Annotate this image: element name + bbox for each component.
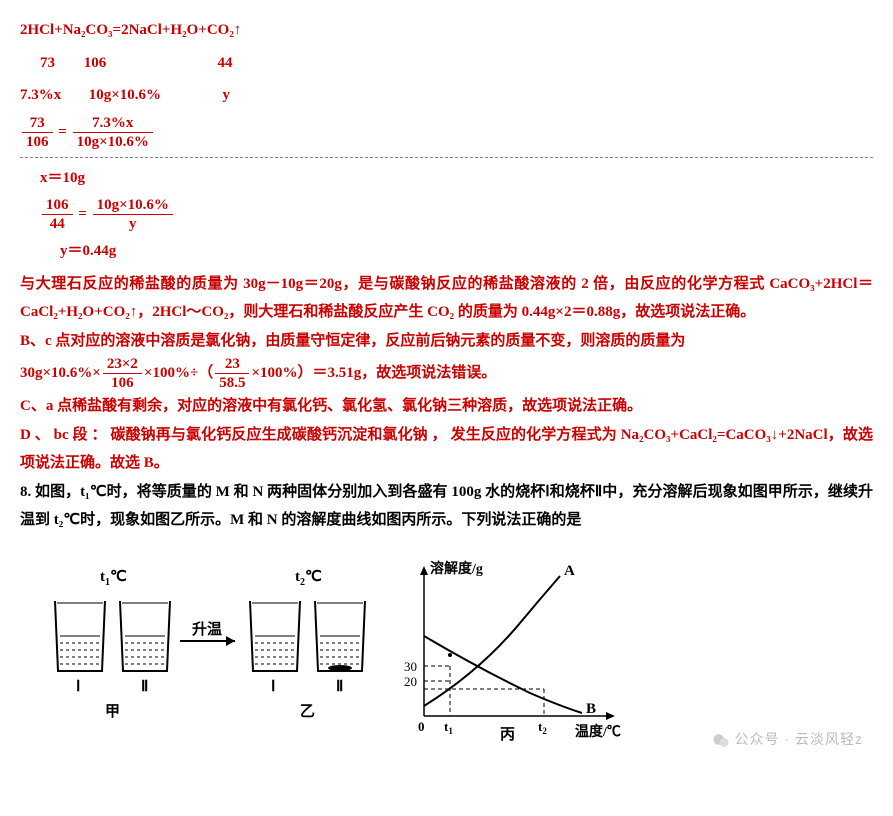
watermark: 公众号 · 云淡风轻z xyxy=(712,726,863,753)
ylabel: 溶解度/g xyxy=(430,560,483,577)
q8-text: 如图，t₁℃时，将等质量的 M 和 N 两种固体分别加入到各盛有 100g 水的… xyxy=(20,484,873,529)
chart-bing: 溶解度/g 温度/℃ 30 20 0 t1 t2 A B 丙 xyxy=(404,560,621,743)
chem-equation: 2HCl+Na₂CO₃=2NaCl+H₂O+CO₂↑ 73 106 44 7.3… xyxy=(20,16,873,151)
temp2-label: t2℃ xyxy=(295,569,322,588)
arrow-heat: 升温 xyxy=(180,621,235,646)
para-b-expr: 30g×10.6%×23×2106×100%÷（2358.5×100%）＝3.5… xyxy=(20,355,873,392)
beaker-yi-2: Ⅱ xyxy=(315,601,365,695)
solve-y: y＝0.44g xyxy=(20,237,873,266)
para-c: C、a 点稀盐酸有剩余，对应的溶液中有氯化钙、氯化氢、氯化钠三种溶质，故选项说法… xyxy=(20,392,873,421)
label-I-2: Ⅰ xyxy=(271,679,275,695)
molar-row: 73 106 44 xyxy=(20,49,873,78)
para-a: 与大理石反应的稀盐酸的质量为 30g－10g＝20g，是与碳酸钠反应的稀盐酸溶液… xyxy=(20,270,873,327)
ytick-30: 30 xyxy=(404,659,417,674)
question-8: 8. 如图，t₁℃时，将等质量的 M 和 N 两种固体分别加入到各盛有 100g… xyxy=(20,478,873,535)
arrow-label: 升温 xyxy=(192,621,222,638)
calc-continued: x＝10g 106 44 = 10g×10.6% y y＝0.44g xyxy=(20,164,873,266)
q8-num: 8. xyxy=(20,484,31,500)
temp1-label: t1℃ xyxy=(100,569,127,588)
xtick-0: 0 xyxy=(418,719,425,734)
wechat-icon xyxy=(712,732,730,750)
ratio-1: 73 106 = 7.3%x 10g×10.6% xyxy=(20,114,873,151)
frac-rhs: 7.3%x 10g×10.6% xyxy=(73,114,153,151)
ratio-2: 106 44 = 10g×10.6% y xyxy=(20,196,873,233)
page-divider xyxy=(20,157,873,158)
figure-svg: t1℃ Ⅰ Ⅱ 甲 升温 t2℃ Ⅰ xyxy=(20,551,720,751)
frac-lhs: 73 106 xyxy=(22,114,53,151)
label-jia: 甲 xyxy=(105,703,120,720)
frac-b1: 23×2106 xyxy=(103,355,142,392)
label-bing: 丙 xyxy=(500,726,515,743)
frac-rhs-2: 10g×10.6% y xyxy=(93,196,173,233)
frac-lhs-2: 106 44 xyxy=(42,196,73,233)
figure-wrap: t1℃ Ⅰ Ⅱ 甲 升温 t2℃ Ⅰ xyxy=(20,551,873,762)
beaker-jia-2: Ⅱ xyxy=(120,601,170,695)
curve-a-label: A xyxy=(564,563,575,579)
beaker-jia-1: Ⅰ xyxy=(55,601,105,695)
beaker-yi-1: Ⅰ xyxy=(250,601,300,695)
label-yi: 乙 xyxy=(300,704,315,720)
xtick-t1: t1 xyxy=(444,719,453,736)
label-II-1: Ⅱ xyxy=(141,679,148,695)
curve-a xyxy=(424,576,560,706)
curve-b xyxy=(424,636,582,713)
equation-line: 2HCl+Na₂CO₃=2NaCl+H₂O+CO₂↑ xyxy=(20,16,873,45)
frac-b2: 2358.5 xyxy=(215,355,249,392)
ytick-20: 20 xyxy=(404,674,417,689)
para-d: D 、 bc 段 ： 碳酸钠再与氯化钙反应生成碳酸钙沉淀和氯化钠 ， 发生反应的… xyxy=(20,421,873,478)
label-II-2: Ⅱ xyxy=(336,679,343,695)
xtick-t2: t2 xyxy=(538,719,547,736)
label-I-1: Ⅰ xyxy=(76,679,80,695)
xlabel: 温度/℃ xyxy=(575,723,621,740)
curve-b-label: B xyxy=(586,701,596,717)
solve-x: x＝10g xyxy=(20,164,873,193)
para-b-pre: B、c 点对应的溶液中溶质是氯化钠，由质量守恒定律，反应前后钠元素的质量不变，则… xyxy=(20,327,873,356)
mass-row: 7.3%x 10g×10.6% y xyxy=(20,81,873,110)
